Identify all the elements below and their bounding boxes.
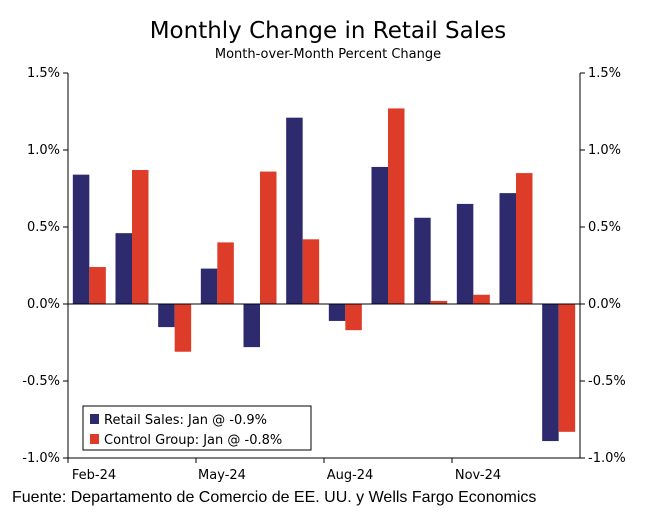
legend-swatch-series2	[90, 434, 99, 444]
bar-series1-Nov-24	[456, 203, 474, 304]
y-tick-label-right: -1.0%	[588, 451, 626, 466]
y-tick-label-left: 1.0%	[27, 143, 60, 158]
y-tick-label-right: 1.5%	[588, 66, 621, 81]
bar-series1-Aug-24	[328, 304, 346, 321]
bar-series2-Aug-24	[345, 304, 362, 331]
bar-series1-Mar-24	[115, 233, 132, 304]
legend: Retail Sales: Jan @ -0.9% Control Group: …	[82, 405, 312, 451]
axes-group: -1.0% -1.0% -0.5% -0.5% 0.0% 0.0% 0.5% 0.5% 1.0%…	[22, 66, 625, 483]
bar-series2-May-24	[217, 242, 234, 304]
x-tick-label: Feb-24	[72, 468, 116, 483]
legend-box	[82, 405, 312, 451]
bar-series2-Mar-24	[132, 170, 149, 304]
y-tick-label-left: 1.5%	[27, 66, 60, 81]
bars-group	[72, 108, 576, 442]
bar-series1-May-24	[200, 268, 218, 304]
y-tick-label-right: 1.0%	[588, 143, 621, 158]
source-note: Fuente: Departamento de Comercio de EE. …	[12, 489, 537, 506]
bar-series1-Jan-25	[542, 304, 559, 442]
y-tick-label-left: -0.5%	[22, 374, 60, 389]
bar-series1-Apr-24	[158, 304, 175, 328]
bar-series1-Jul-24	[286, 117, 303, 304]
x-tick-label: May-24	[198, 468, 246, 483]
y-tick-label-right: -0.5%	[588, 374, 626, 389]
chart-title: Monthly Change in Retail Sales	[149, 18, 507, 44]
legend-swatch-series1	[90, 414, 99, 424]
y-tick-label-left: 0.5%	[27, 220, 60, 235]
legend-label-series2: Control Group: Jan @ -0.8%	[104, 433, 282, 448]
bar-series2-Sep-24	[388, 108, 405, 304]
y-tick-label-left: -1.0%	[22, 451, 60, 466]
bar-series2-Dec-24	[516, 173, 533, 304]
bar-series2-Jun-24	[260, 171, 277, 304]
bar-series1-Oct-24	[414, 217, 431, 304]
bar-series2-Feb-24	[89, 267, 106, 304]
x-tick-label: Nov-24	[455, 468, 501, 483]
legend-label-series1: Retail Sales: Jan @ -0.9%	[104, 413, 267, 428]
bar-series2-Apr-24	[174, 304, 192, 352]
chart-subtitle: Month-over-Month Percent Change	[214, 47, 442, 62]
bar-series2-Nov-24	[473, 294, 490, 304]
bar-series1-Sep-24	[371, 166, 388, 304]
x-tick-label: Aug-24	[327, 468, 374, 483]
y-tick-label-right: 0.5%	[588, 220, 621, 235]
y-tick-label-left: 0.0%	[27, 297, 60, 312]
bar-series1-Jun-24	[243, 304, 260, 348]
bar-series1-Feb-24	[72, 174, 90, 304]
y-tick-label-right: 0.0%	[588, 297, 621, 312]
bar-series1-Dec-24	[499, 193, 516, 304]
bar-series2-Jan-25	[558, 304, 576, 432]
bar-series2-Jul-24	[302, 239, 320, 304]
bar-series2-Oct-24	[430, 300, 448, 304]
